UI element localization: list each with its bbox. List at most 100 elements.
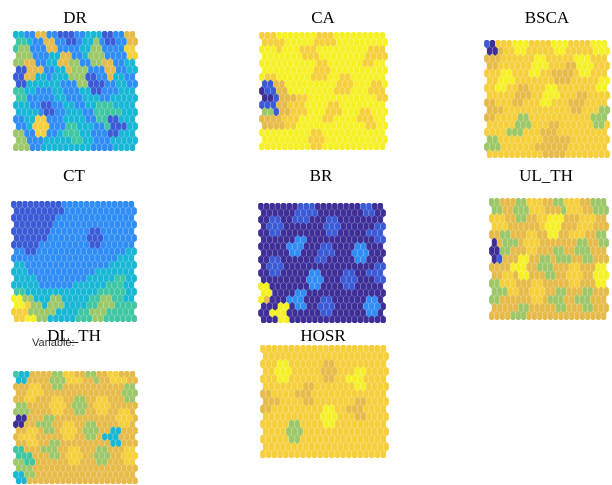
hex-cell [65,451,72,461]
hex-cell [334,433,341,445]
hex-cell [539,97,546,108]
hex-cell [16,293,23,304]
hex-cell [85,100,91,111]
hex-cell [40,432,47,442]
hex-cell [354,203,361,212]
hex-cell [273,79,280,89]
hex-cell [115,36,122,47]
hex-cell [377,396,384,407]
hex-cell [60,107,66,118]
hex-cell [62,100,69,111]
hex-cell [509,149,515,158]
panel-title-ct: CT [63,166,85,185]
hex-cell [106,226,112,237]
hex-cell [593,134,599,145]
hex-cell [26,451,33,461]
hex-cell [331,411,338,422]
hex-cell [344,113,351,124]
hex-cell [297,228,304,238]
hex-cell [128,293,135,304]
hex-cell [90,128,97,139]
hex-cell [284,79,291,89]
hex-cell [373,127,380,138]
hex-cell [26,388,33,398]
hex-cell [65,64,72,75]
hex-cell [348,281,355,292]
hex-cell [346,301,352,312]
hex-cell [90,382,97,392]
hex-cell [526,277,532,290]
hex-cell [539,112,546,123]
hex-cell [496,302,503,314]
hex-cell [279,396,286,407]
hex-cell [90,142,97,151]
hex-cell [551,97,557,108]
hex-cell [114,313,121,322]
hex-cell [29,114,36,125]
hex-cell [263,203,270,212]
hex-cell [555,269,562,281]
hex-cell [110,375,116,385]
hex-cell [590,277,596,290]
hex-cell [260,208,267,218]
hex-cell [278,134,285,145]
hex-cell [581,60,588,71]
hex-cell [570,75,577,86]
hex-cell [297,254,304,265]
hex-cell [106,307,112,317]
hex-cell [344,86,351,96]
hex-cell [486,60,493,71]
hex-cell [536,277,543,290]
hex-cell [93,451,100,461]
hex-cell [94,293,101,304]
hex-cell [373,32,380,41]
hex-cell [603,253,609,265]
hex-cell [15,401,22,411]
hex-cell [523,127,529,138]
hex-cell [380,403,387,415]
hex-cell [503,149,510,158]
hex-cell [277,358,284,370]
hex-cell [89,213,96,223]
hex-cell [526,310,532,320]
hex-cell [72,201,79,210]
hex-cell [46,128,53,139]
hex-cell [60,50,66,61]
hex-cell [93,64,100,75]
hex-cell [272,288,279,298]
hex-cell [500,82,507,94]
hex-cell [98,121,105,132]
hex-cell [285,426,292,437]
hex-cell [587,45,594,57]
hex-cell [108,273,115,284]
hex-cell [85,71,91,82]
hex-cell [294,448,301,458]
hex-cell [324,93,331,103]
hex-cell [51,394,58,404]
hex-cell [290,51,297,62]
hex-cell [371,411,378,422]
hex-cell [489,198,495,208]
hex-cell [283,261,290,272]
hex-cell [93,463,100,473]
hex-cell [112,57,119,68]
hex-cell [380,274,386,285]
hex-cell [62,128,69,139]
hex-cell [13,273,20,284]
hex-cell [123,444,130,454]
hex-cell [292,254,298,265]
hex-cell [584,68,591,79]
hex-cell [68,43,75,54]
hex-cell [87,451,94,461]
hex-cell [66,293,73,304]
hex-cell [340,234,347,245]
hex-cell [371,254,378,265]
hex-cell [21,426,28,436]
hex-cell [579,228,586,241]
hex-cell [112,470,119,480]
hex-cell [502,269,508,281]
hex-cell [115,121,122,132]
hex-cell [600,310,607,320]
hex-cell [579,40,585,49]
hex-cell [601,127,608,138]
